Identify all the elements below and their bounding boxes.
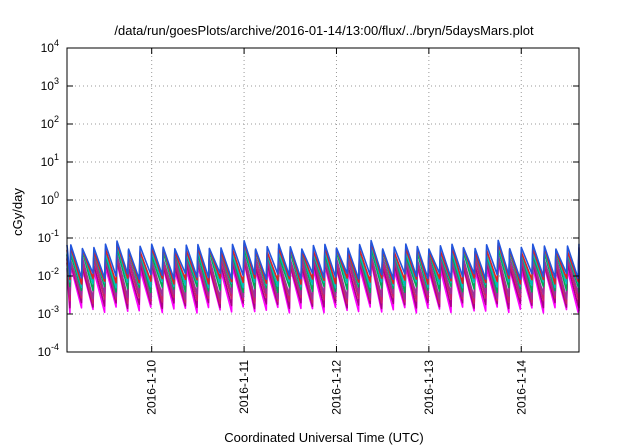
series-line (66, 239, 580, 281)
y-tick-label: 103 (41, 76, 59, 93)
x-tick-label: 2016-1-14 (514, 360, 528, 415)
x-tick-label: 2016-1-11 (237, 360, 251, 414)
x-tick-label: 2016-1-12 (329, 360, 343, 415)
series-group (66, 239, 580, 314)
y-axis-label: cGy/day (10, 188, 25, 236)
y-axis: 10-4 10-3 10-2 10-1 100 101 102 103 104 (38, 38, 579, 359)
y-tick-label: 104 (41, 38, 59, 55)
y-tick-label: 10-3 (38, 304, 59, 321)
y-tick-label: 102 (41, 114, 59, 131)
y-tick-label: 10-4 (38, 342, 59, 359)
x-axis-label: Coordinated Universal Time (UTC) (224, 430, 423, 445)
y-tick-label: 101 (41, 152, 59, 169)
y-tick-label: 100 (41, 190, 59, 207)
y-tick-label: 10-1 (38, 228, 59, 245)
x-tick-label: 2016-1-13 (422, 360, 436, 415)
x-tick-label: 2016-1-10 (145, 360, 159, 415)
x-axis: 2016-1-10 2016-1-11 2016-1-12 2016-1-13 2016… (145, 48, 528, 415)
y-tick-label: 10-2 (38, 266, 59, 283)
chart-title: /data/run/goesPlots/archive/2016-01-14/1… (114, 23, 534, 38)
